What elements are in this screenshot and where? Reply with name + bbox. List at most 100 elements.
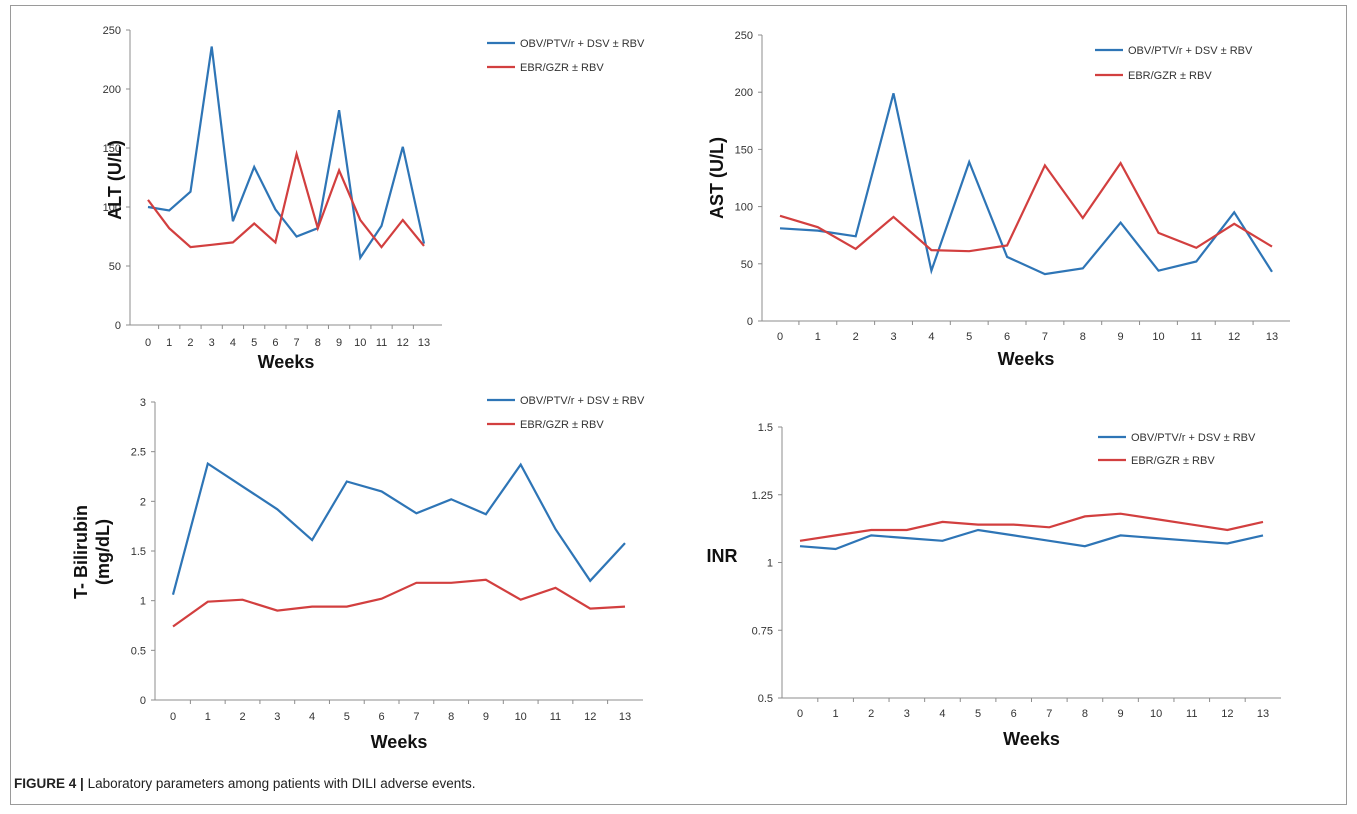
x-tick-label: 1	[815, 331, 821, 343]
y-tick-label: 0	[115, 320, 121, 332]
x-tick-label: 11	[376, 337, 387, 349]
x-tick-label: 6	[1004, 331, 1010, 343]
y-axis-title: AST (U/L)	[707, 137, 727, 219]
y-tick-label: 100	[103, 202, 121, 214]
x-tick-label: 2	[187, 337, 193, 349]
x-tick-label: 10	[354, 337, 366, 349]
y-tick-label: 0	[140, 695, 146, 707]
figure-label: FIGURE 4 |	[14, 776, 84, 791]
x-tick-label: 2	[853, 331, 859, 343]
y-tick-label: 3	[140, 397, 146, 409]
x-tick-label: 10	[1150, 708, 1162, 720]
x-tick-label: 13	[418, 337, 430, 349]
x-tick-label: 8	[315, 337, 321, 349]
y-axis-title: T- Bilirubin	[71, 505, 91, 599]
x-tick-label: 10	[515, 711, 527, 723]
x-tick-label: 0	[170, 711, 176, 723]
x-tick-label: 11	[550, 711, 561, 723]
ast-chart: 0 50 100 150 200 250 0 1 2 3 4 5 6 7 8 9 10 11 12 13 Weeks AS…	[0, 0, 1357, 400]
x-axis-title: Weeks	[371, 732, 428, 752]
x-tick-label: 11	[1186, 708, 1197, 720]
series-line-ebr	[779, 160, 1273, 253]
x-tick-label: 2	[868, 708, 874, 720]
series-line-obv	[171, 461, 626, 595]
x-tick-label: 6	[272, 337, 278, 349]
x-tick-label: 9	[1118, 331, 1124, 343]
x-tick-label: 4	[939, 708, 945, 720]
series-line-obv	[779, 93, 1273, 276]
alt-chart: 0 50 100 150 200 250 0 1 2 3 4 5 6 7 8 9 10 11 12 13 Weeks AL…	[0, 0, 700, 400]
legend-label: EBR/GZR ± RBV	[520, 419, 604, 431]
x-axis-title: Weeks	[1003, 729, 1060, 749]
x-tick-label: 8	[1082, 708, 1088, 720]
y-tick-label: 0.5	[758, 693, 773, 705]
x-tick-label: 3	[890, 331, 896, 343]
x-tick-label: 3	[274, 711, 280, 723]
x-tick-label: 12	[1221, 708, 1233, 720]
legend-label: EBR/GZR ± RBV	[520, 62, 604, 74]
y-axis-title: ALT (U/L)	[105, 140, 125, 220]
inr-chart: 0.5 0.75 1 1.25 1.5 0 1 2 3 4 5 6 7 8 9 10 11 12 13 Weeks IN…	[707, 422, 1281, 749]
y-tick-label: 200	[103, 84, 121, 96]
x-tick-label: 5	[966, 331, 972, 343]
legend-label: OBV/PTV/r + DSV ± RBV	[1131, 432, 1256, 444]
x-tick-label: 10	[1152, 331, 1164, 343]
x-tick-label: 3	[209, 337, 215, 349]
legend-label: OBV/PTV/r + DSV ± RBV	[1128, 45, 1253, 57]
x-tick-label: 5	[251, 337, 257, 349]
x-tick-label: 13	[1266, 331, 1278, 343]
figure-caption: FIGURE 4 | Laboratory parameters among p…	[14, 776, 476, 791]
x-tick-label: 0	[777, 331, 783, 343]
x-tick-label: 7	[1042, 331, 1048, 343]
x-tick-label: 7	[294, 337, 300, 349]
x-tick-label: 1	[205, 711, 211, 723]
y-axis-title-group: T- Bilirubin (mg/dL)	[71, 505, 113, 599]
legend-label: OBV/PTV/r + DSV ± RBV	[520, 395, 645, 407]
y-tick-label: 50	[109, 261, 121, 273]
x-tick-label: 9	[1117, 708, 1123, 720]
y-tick-label: 1.5	[131, 546, 146, 558]
y-tick-label: 1	[767, 558, 773, 570]
y-axis-title: INR	[707, 546, 738, 566]
x-tick-label: 12	[1228, 331, 1240, 343]
y-tick-label: 2	[140, 496, 146, 508]
y-tick-label: 0	[747, 316, 753, 328]
x-tick-label: 4	[230, 337, 236, 349]
x-tick-label: 12	[584, 711, 596, 723]
bilirubin-chart: 0 0.5 1 1.5 2 2.5 3 0 1 2 3 4 5 6 7 8 9 10 11 12 13 Weeks T- B…	[0, 0, 700, 780]
legend-label: EBR/GZR ± RBV	[1131, 455, 1215, 467]
x-tick-label: 13	[619, 711, 631, 723]
x-tick-label: 9	[336, 337, 342, 349]
figure-caption-text: Laboratory parameters among patients wit…	[87, 776, 476, 791]
x-tick-label: 8	[448, 711, 454, 723]
y-tick-label: 250	[103, 25, 121, 37]
legend-label: EBR/GZR ± RBV	[1128, 70, 1212, 82]
x-tick-label: 0	[797, 708, 803, 720]
y-tick-label: 100	[735, 202, 753, 214]
x-tick-label: 5	[975, 708, 981, 720]
x-tick-label: 11	[1191, 331, 1202, 343]
x-tick-label: 2	[239, 711, 245, 723]
y-axis-title-group: ALT (U/L)	[105, 140, 125, 220]
x-axis-title: Weeks	[998, 349, 1055, 369]
x-axis-title: Weeks	[258, 352, 315, 372]
y-tick-label: 0.5	[131, 645, 146, 657]
x-tick-label: 13	[1257, 708, 1269, 720]
series-line-ebr	[799, 512, 1264, 542]
x-tick-label: 7	[413, 711, 419, 723]
series-line-obv	[799, 528, 1264, 551]
y-tick-label: 1.25	[752, 490, 773, 502]
y-tick-label: 50	[741, 259, 753, 271]
x-tick-label: 5	[344, 711, 350, 723]
x-tick-label: 7	[1046, 708, 1052, 720]
x-tick-label: 1	[833, 708, 839, 720]
x-tick-label: 1	[166, 337, 172, 349]
y-tick-label: 1	[140, 596, 146, 608]
y-tick-label: 150	[103, 143, 121, 155]
y-axis-title: (mg/dL)	[93, 519, 113, 585]
y-tick-label: 250	[735, 30, 753, 42]
x-tick-label: 4	[928, 331, 934, 343]
